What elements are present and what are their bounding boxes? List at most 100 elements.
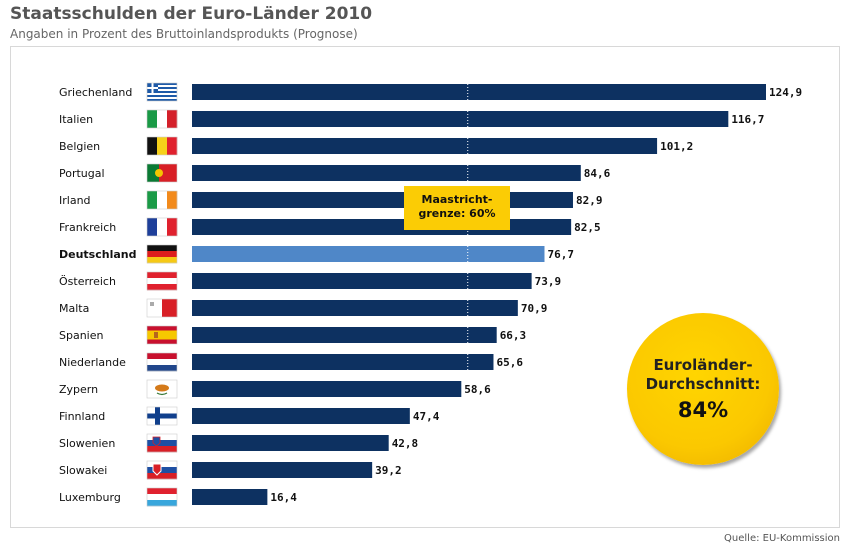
flag-stripe [147,326,177,331]
category-label: Österreich [59,275,116,288]
flag-stripe [167,110,178,128]
value-label: 70,9 [521,302,548,315]
category-label: Zypern [59,383,98,396]
flag-border [146,433,178,453]
bar [192,462,373,478]
value-label: 84,6 [584,167,611,180]
chart-panel: Griechenland 124,9 Italien 116,7 Belgien 101,… [10,46,840,528]
flag-stripe [157,110,168,128]
value-label: 82,9 [576,194,603,207]
flag-stripe [147,467,177,474]
bar [192,408,410,424]
slovakia-flag [146,460,178,480]
category-label: Italien [59,113,93,126]
chart-subtitle: Angaben in Prozent des Bruttoinlandsprod… [10,27,358,41]
category-label: Spanien [59,329,104,342]
value-label: 16,4 [270,491,297,504]
flag-border [146,487,178,507]
value-label: 66,3 [500,329,527,342]
category-label: Griechenland [59,86,132,99]
bar [192,489,268,505]
flag-border [146,82,178,102]
netherlands-flag [146,352,178,372]
flag-stripe [157,191,168,209]
flag-stripe [147,191,158,209]
flag-stripe [157,218,168,236]
category-label: Belgien [59,140,100,153]
bar [192,381,462,397]
flag-stripe [147,500,177,507]
chart-title: Staatsschulden der Euro-Länder 2010 [10,4,373,24]
value-label: 76,7 [547,248,574,261]
flag-stripe [147,87,177,89]
bar [192,165,581,181]
flag-emblem [150,302,154,306]
flag-border [146,406,178,426]
euro-average-value: 84% [677,398,729,422]
flag-stripe [147,83,177,85]
flag-stripe [147,365,177,372]
flag-stripe [147,97,177,99]
france-flag [146,217,178,237]
category-label: Malta [59,302,89,315]
flag-border [146,352,178,372]
flag-stripe [147,93,177,95]
category-label: Slowakei [59,464,107,477]
flag-emblem [152,436,161,447]
malta-flag [146,298,178,318]
spain-flag [146,325,178,345]
flag-border [146,379,178,399]
portugal-flag [146,163,178,183]
category-label: Irland [59,194,91,207]
flag-border [146,244,178,264]
flag-stripe [147,110,158,128]
value-label: 47,4 [413,410,440,423]
bar [192,138,658,154]
flag-stripe [147,330,177,340]
value-label: 101,2 [660,140,693,153]
flag-stripe [147,91,177,93]
flag-stripe [147,257,177,264]
flag-border [146,109,178,129]
flag-emblem [156,392,168,396]
bar [192,219,572,235]
italy-flag [146,109,178,129]
flag-stripe [147,488,177,495]
flag-border [146,298,178,318]
flag-emblem [152,463,162,476]
flag-stripe [157,137,168,155]
flag-stripe [147,494,177,501]
flag-stripe [147,95,177,97]
flag-stripe [147,164,159,182]
maastricht-limit-label: Maastricht- grenze: 60% [418,193,496,220]
flag-stripe [147,245,177,252]
flag-stripe [147,137,158,155]
flag-stripe [147,359,177,366]
value-label: 39,2 [375,464,402,477]
category-label: Finnland [59,410,105,423]
flag-stripe [147,99,177,101]
flag-stripe [147,89,177,91]
bar [192,246,545,262]
value-label: 124,9 [769,86,802,99]
category-label: Niederlande [59,356,126,369]
flag-stripe [147,251,177,258]
austria-flag [146,271,178,291]
flag-stripe [147,353,177,360]
flag-stripe [147,434,177,441]
bar [192,192,573,208]
flag-border [146,460,178,480]
flag-stripe [147,85,177,87]
euro-average-badge: Euroländer- Durchschnitt: 84% [627,313,779,465]
value-label: 65,6 [496,356,523,369]
greece-flag [146,82,178,102]
bar [192,273,532,289]
slovenia-flag [146,433,178,453]
flag-border [146,217,178,237]
flag-stripe [162,299,178,317]
bar [192,327,497,343]
flag-cross [147,413,177,419]
euro-average-label: Euroländer- Durchschnitt: [645,356,761,393]
flag-border [146,190,178,210]
maastricht-limit-callout: Maastricht- grenze: 60% [404,186,510,230]
